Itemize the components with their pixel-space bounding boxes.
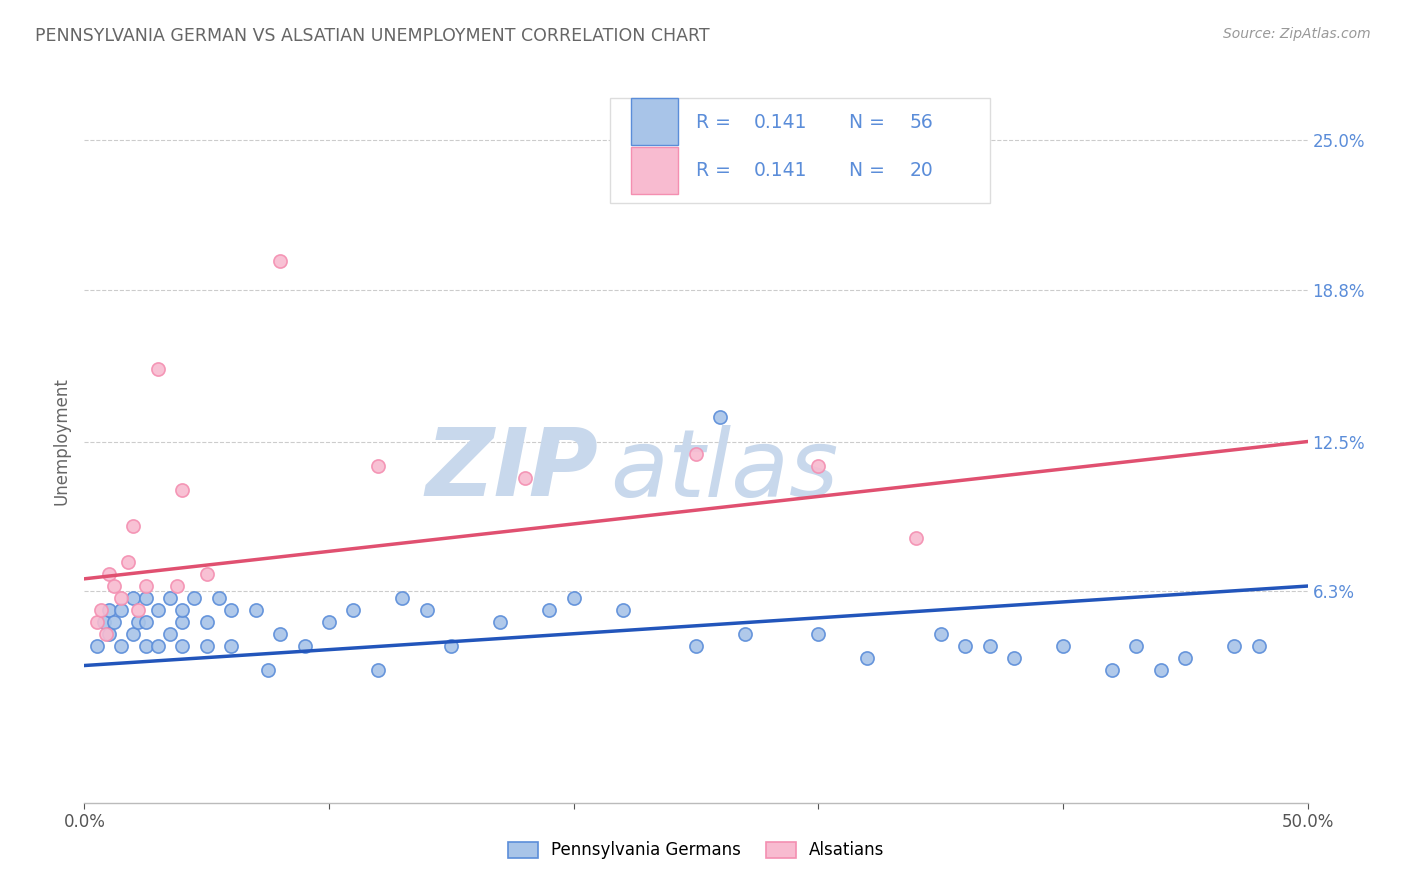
Point bbox=[1002, 651, 1025, 665]
Point bbox=[1247, 639, 1270, 653]
Point bbox=[135, 591, 157, 606]
FancyBboxPatch shape bbox=[631, 147, 678, 194]
Point bbox=[117, 555, 139, 569]
Point bbox=[86, 615, 108, 630]
Text: 0.141: 0.141 bbox=[754, 161, 807, 180]
Point bbox=[979, 639, 1001, 653]
Text: 20: 20 bbox=[910, 161, 934, 180]
Point bbox=[1101, 664, 1123, 678]
FancyBboxPatch shape bbox=[610, 98, 990, 203]
Point bbox=[219, 603, 242, 617]
Point bbox=[110, 603, 132, 617]
Point bbox=[93, 615, 115, 630]
Point bbox=[122, 591, 145, 606]
Point bbox=[489, 615, 512, 630]
Text: 56: 56 bbox=[910, 112, 934, 131]
Point bbox=[257, 664, 280, 678]
Y-axis label: Unemployment: Unemployment bbox=[52, 377, 70, 506]
Point bbox=[685, 447, 707, 461]
Point bbox=[172, 603, 194, 617]
Point bbox=[135, 639, 157, 653]
Point bbox=[122, 627, 145, 641]
Point bbox=[159, 591, 181, 606]
Point bbox=[90, 603, 112, 617]
Point bbox=[159, 627, 181, 641]
Point bbox=[1174, 651, 1197, 665]
Point bbox=[172, 483, 194, 497]
Point bbox=[172, 615, 194, 630]
Point bbox=[513, 471, 536, 485]
Point bbox=[97, 603, 120, 617]
Point bbox=[318, 615, 340, 630]
Point bbox=[146, 639, 169, 653]
Text: R =: R = bbox=[696, 112, 737, 131]
Point bbox=[269, 253, 291, 268]
Point bbox=[953, 639, 976, 653]
Point bbox=[103, 579, 125, 593]
Point bbox=[342, 603, 364, 617]
Point bbox=[612, 603, 634, 617]
Point bbox=[166, 579, 188, 593]
Point bbox=[734, 627, 756, 641]
Point bbox=[135, 615, 157, 630]
Point bbox=[807, 627, 830, 641]
Point bbox=[367, 458, 389, 473]
Point bbox=[538, 603, 561, 617]
Point bbox=[195, 615, 218, 630]
Point bbox=[440, 639, 463, 653]
Point bbox=[86, 639, 108, 653]
Point bbox=[110, 591, 132, 606]
Point bbox=[135, 579, 157, 593]
Text: atlas: atlas bbox=[610, 425, 838, 516]
Point bbox=[122, 519, 145, 533]
Point bbox=[905, 531, 928, 545]
Text: PENNSYLVANIA GERMAN VS ALSATIAN UNEMPLOYMENT CORRELATION CHART: PENNSYLVANIA GERMAN VS ALSATIAN UNEMPLOY… bbox=[35, 27, 710, 45]
Point bbox=[96, 627, 118, 641]
Point bbox=[110, 639, 132, 653]
Point bbox=[709, 410, 731, 425]
Point bbox=[1150, 664, 1173, 678]
Text: Source: ZipAtlas.com: Source: ZipAtlas.com bbox=[1223, 27, 1371, 41]
Point bbox=[807, 458, 830, 473]
Point bbox=[127, 615, 149, 630]
Point bbox=[367, 664, 389, 678]
Point bbox=[269, 627, 291, 641]
Point bbox=[103, 615, 125, 630]
Point bbox=[195, 567, 218, 582]
Text: N =: N = bbox=[849, 112, 891, 131]
Point bbox=[416, 603, 439, 617]
Point bbox=[391, 591, 413, 606]
FancyBboxPatch shape bbox=[631, 98, 678, 145]
Point bbox=[219, 639, 242, 653]
Point bbox=[208, 591, 231, 606]
Point bbox=[294, 639, 316, 653]
Point bbox=[562, 591, 585, 606]
Point bbox=[172, 639, 194, 653]
Legend: Pennsylvania Germans, Alsatians: Pennsylvania Germans, Alsatians bbox=[508, 841, 884, 860]
Point bbox=[195, 639, 218, 653]
Text: R =: R = bbox=[696, 161, 737, 180]
Point bbox=[97, 627, 120, 641]
Point bbox=[183, 591, 205, 606]
Point bbox=[146, 603, 169, 617]
Point bbox=[929, 627, 952, 641]
Text: ZIP: ZIP bbox=[425, 425, 598, 516]
Point bbox=[146, 362, 169, 376]
Point bbox=[685, 639, 707, 653]
Text: N =: N = bbox=[849, 161, 891, 180]
Point bbox=[245, 603, 267, 617]
Point bbox=[1223, 639, 1246, 653]
Point bbox=[856, 651, 879, 665]
Text: 0.141: 0.141 bbox=[754, 112, 807, 131]
Point bbox=[127, 603, 149, 617]
Point bbox=[97, 567, 120, 582]
Point bbox=[1052, 639, 1074, 653]
Point bbox=[1125, 639, 1147, 653]
